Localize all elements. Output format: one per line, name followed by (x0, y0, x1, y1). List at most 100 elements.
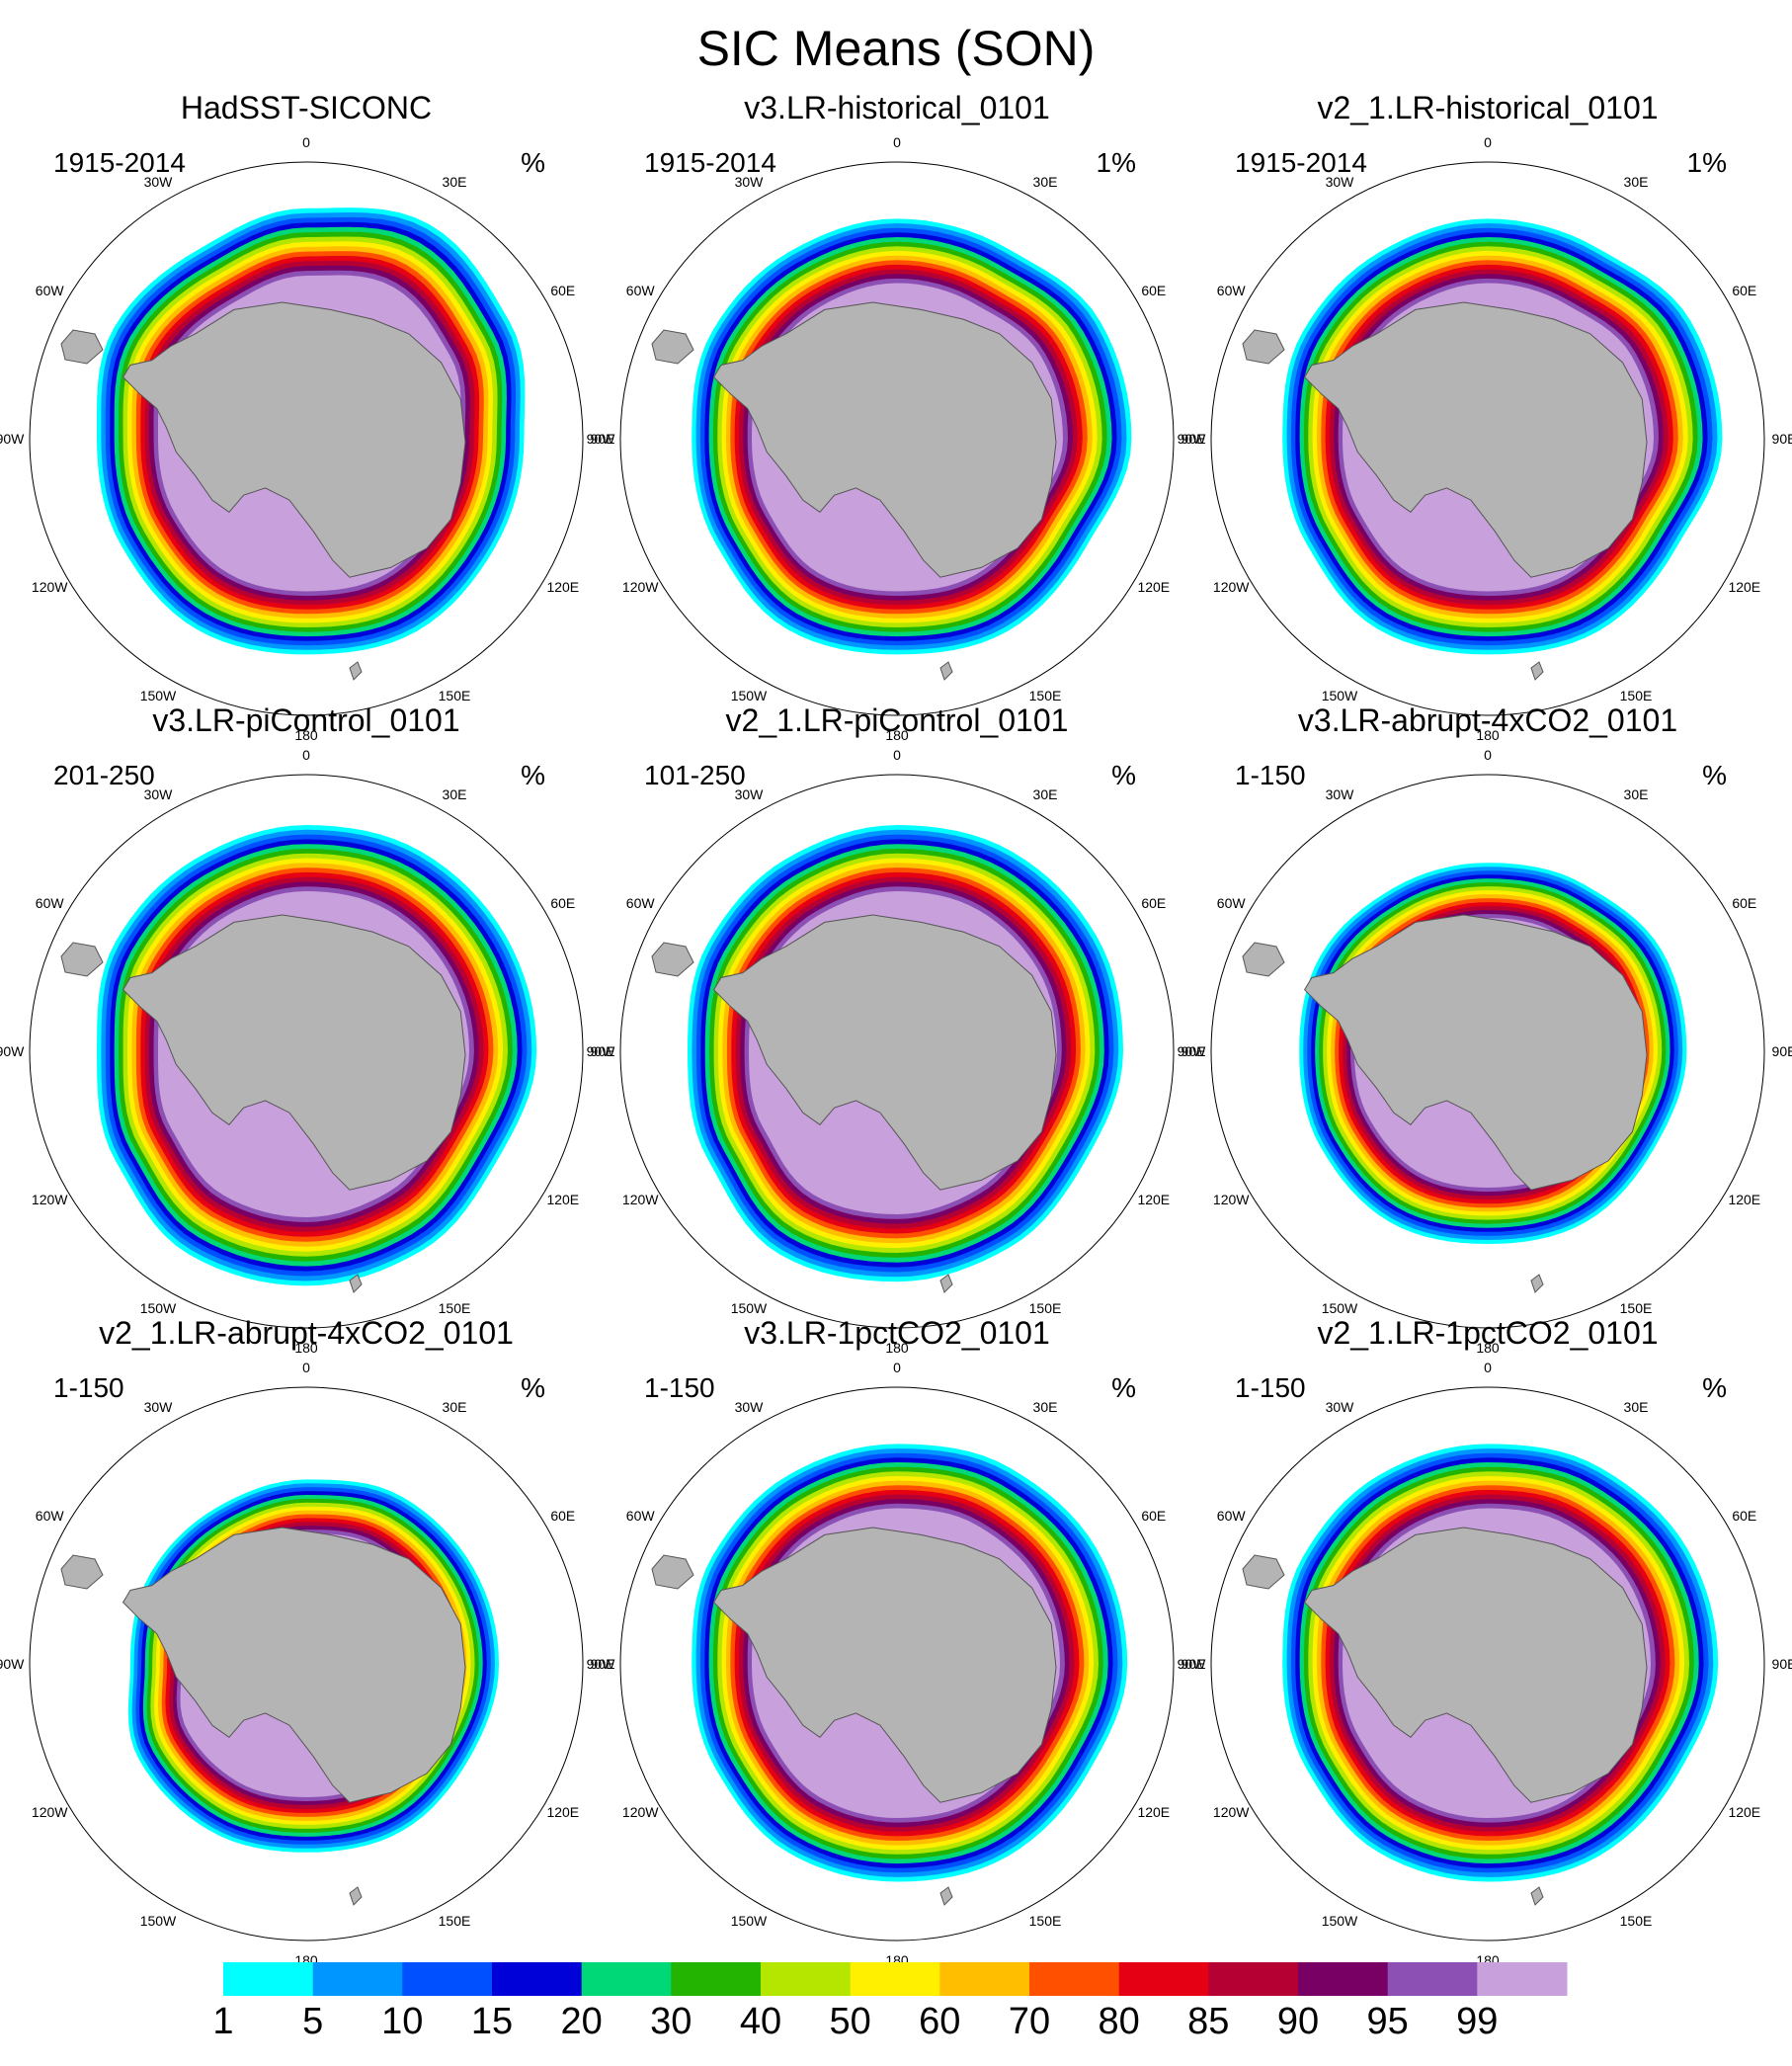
lon-label: 120E (1728, 1192, 1760, 1207)
lon-label: 150W (731, 688, 768, 703)
new-zealand-landmass (939, 1274, 953, 1293)
longitude-labels: 0 30E 60E 90E 120E 150E 180 150W 120W 90W 60W 30W (1178, 134, 1792, 743)
panel-title: v2_1.LR-1pctCO2_0101 (1317, 1315, 1658, 1351)
antarctica-landmass (712, 914, 1057, 1191)
lon-label: 60E (550, 1508, 575, 1524)
longitude-labels: 0 30E 60E 90E 120E 150E 180 150W 120W 90W 60W 30W (587, 134, 1206, 743)
colorbar-swatch (1387, 1962, 1478, 1996)
lon-label: 120W (1213, 579, 1250, 595)
lon-label: 90W (1178, 1043, 1207, 1059)
lon-label: 150E (1620, 1913, 1653, 1929)
lon-label: 120W (622, 579, 659, 595)
period-label: 1915-2014 (1235, 147, 1367, 178)
lon-label: 0 (302, 134, 310, 150)
lon-label: 90E (591, 1656, 615, 1672)
lon-label: 180 (885, 727, 909, 743)
colorbar-tick-label: 10 (381, 2001, 423, 2042)
colorbar-swatch (1477, 1962, 1568, 1996)
south-america-landmass (1242, 942, 1285, 977)
panel-title: v2_1.LR-abrupt-4xCO2_0101 (99, 1315, 514, 1351)
lon-label: 120E (1137, 579, 1170, 595)
panel-title: v2_1.LR-historical_0101 (1317, 90, 1658, 125)
panel-title: v3.LR-piControl_0101 (152, 702, 459, 738)
colorbar-swatch (223, 1962, 314, 1996)
lon-label: 60W (36, 1508, 65, 1524)
lon-label: 60E (550, 283, 575, 298)
lon-label: 120E (546, 1804, 579, 1820)
colorbar-swatch (1298, 1962, 1389, 1996)
lon-label: 120W (622, 1804, 659, 1820)
colorbar-tick-label: 95 (1367, 2001, 1409, 2042)
lon-label: 120W (1213, 1192, 1250, 1207)
lon-label: 120E (546, 1192, 579, 1207)
lon-label: 0 (1484, 134, 1492, 150)
lon-label: 0 (1484, 747, 1492, 763)
panel-6: 0 30E 60E 90E 120E 150E 180 150W 120W 90W 60W 30W v3… (1178, 702, 1792, 1356)
lon-label: 150E (1620, 1300, 1653, 1316)
lon-label: 0 (893, 134, 901, 150)
colorbar-swatch (581, 1962, 672, 1996)
antarctica-landmass (1303, 301, 1648, 578)
lon-label: 90W (0, 1656, 25, 1672)
colorbar-tick-label: 20 (561, 2001, 603, 2042)
longitude-labels: 0 30E 60E 90E 120E 150E 180 150W 120W 90W 60W 30W (0, 134, 614, 743)
colorbar-tick-label: 60 (919, 2001, 960, 2042)
panel-9: 0 30E 60E 90E 120E 150E 180 150W 120W 90W 60W 30W v2… (1178, 1315, 1792, 1968)
lon-label: 60W (36, 895, 65, 911)
lon-label: 90E (1181, 1043, 1206, 1059)
lon-label: 0 (893, 747, 901, 763)
colorbar-tick-label: 85 (1187, 2001, 1229, 2042)
longitude-labels: 0 30E 60E 90E 120E 150E 180 150W 120W 90W 60W 30W (1178, 747, 1792, 1356)
lon-label: 90E (1181, 431, 1206, 447)
lon-label: 30E (1033, 1399, 1058, 1415)
lon-label: 90W (0, 1043, 25, 1059)
lon-label: 60W (626, 283, 656, 298)
lon-label: 30W (144, 1399, 174, 1415)
colorbar-swatch (671, 1962, 762, 1996)
lon-label: 180 (1476, 1340, 1500, 1356)
lon-label: 60E (550, 895, 575, 911)
lon-label: 180 (294, 727, 318, 743)
antarctica-landmass (122, 914, 466, 1191)
lon-label: 30W (735, 786, 765, 802)
lon-label: 60E (1732, 1508, 1756, 1524)
colorbar-swatch (850, 1962, 940, 1996)
colorbar-tick-label: 15 (471, 2001, 513, 2042)
colorbar-swatch (761, 1962, 852, 1996)
lon-label: 60W (626, 895, 656, 911)
lon-label: 30W (735, 174, 765, 190)
lon-label: 120E (546, 579, 579, 595)
lon-label: 60E (1732, 283, 1756, 298)
lon-label: 150E (439, 1913, 471, 1929)
lon-label: 90W (587, 1043, 616, 1059)
lon-label: 120E (1137, 1804, 1170, 1820)
panel-5: 0 30E 60E 90E 120E 150E 180 150W 120W 90W 60W 30W v2… (587, 702, 1206, 1356)
panel-grid: 0 30E 60E 90E 120E 150E 180 150W 120W 90W 60W 30W Ha… (0, 90, 1792, 1968)
lon-label: 90E (1772, 431, 1792, 447)
lon-label: 90W (587, 1656, 616, 1672)
period-label: 1915-2014 (53, 147, 186, 178)
units-label: % (521, 760, 545, 790)
colorbar: 1 5 10 15 20 30 40 50 60 70 80 85 90 95 99 (212, 1962, 1568, 2042)
colorbar-swatch (492, 1962, 583, 1996)
lon-label: 120W (32, 579, 68, 595)
units-label: % (1111, 760, 1136, 790)
lon-label: 0 (893, 1360, 901, 1375)
lon-label: 60E (1141, 283, 1166, 298)
lon-label: 60E (1141, 895, 1166, 911)
south-america-landmass (60, 1554, 104, 1590)
south-america-landmass (651, 329, 694, 365)
lon-label: 120W (32, 1192, 68, 1207)
south-america-landmass (1242, 1554, 1285, 1590)
longitude-labels: 0 30E 60E 90E 120E 150E 180 150W 120W 90W 60W 30W (0, 747, 614, 1356)
colorbar-tick-label: 90 (1277, 2001, 1319, 2042)
lon-label: 30E (1624, 174, 1649, 190)
colorbar-swatch (312, 1962, 403, 1996)
colorbar-tick-label: 30 (650, 2001, 692, 2042)
lon-label: 150E (439, 1300, 471, 1316)
lon-label: 150W (731, 1913, 768, 1929)
south-america-landmass (60, 329, 104, 365)
south-america-landmass (60, 942, 104, 977)
lon-label: 60E (1141, 1508, 1166, 1524)
